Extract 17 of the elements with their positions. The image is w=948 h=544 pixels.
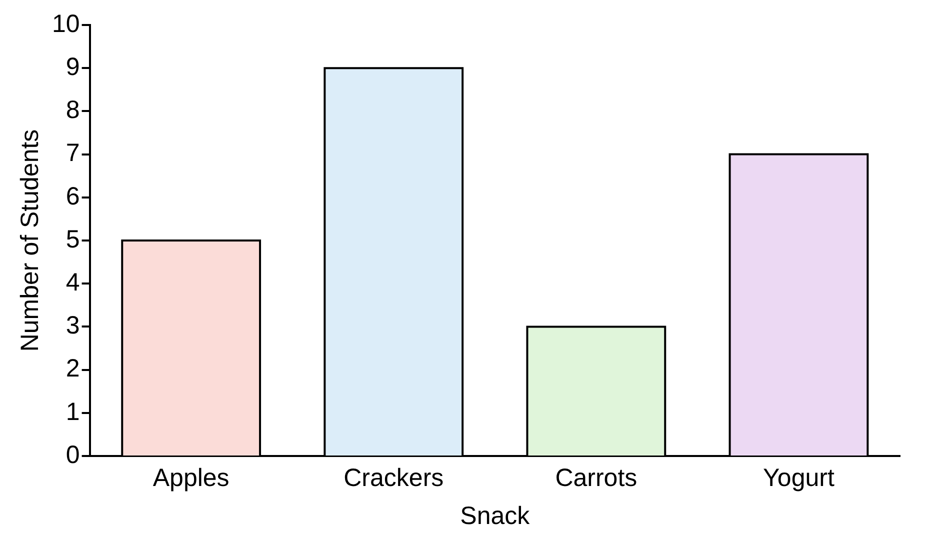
x-axis-title: Snack	[460, 502, 530, 530]
y-tick-label: 4	[66, 268, 80, 296]
x-tick-label: Crackers	[344, 464, 444, 492]
y-tick-label: 5	[66, 225, 80, 254]
x-tick-label: Apples	[152, 464, 230, 492]
y-tick-label: 2	[66, 354, 80, 383]
x-tick-label: Yogurt	[763, 464, 834, 492]
y-tick-label: 3	[66, 312, 80, 340]
y-tick-label: 10	[52, 10, 80, 38]
y-tick-label: 7	[66, 139, 80, 168]
y-axis-title: Number of Students	[16, 129, 44, 352]
x-tick-label: Carrots	[555, 464, 638, 492]
y-tick-label: 1	[66, 398, 80, 426]
y-tick-label: 8	[66, 96, 80, 124]
y-tick-label: 0	[66, 440, 80, 469]
y-tick-label: 6	[66, 182, 80, 210]
y-tick-label: 9	[66, 52, 80, 81]
